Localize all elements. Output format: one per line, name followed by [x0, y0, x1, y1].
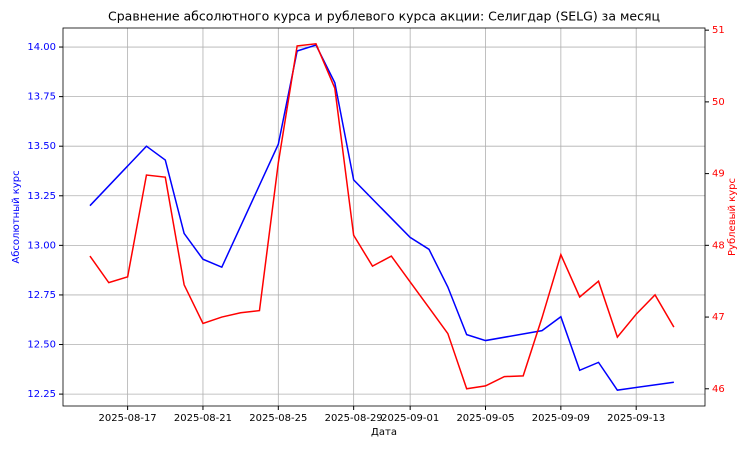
x-tick-label: 2025-09-09 [532, 413, 590, 424]
x-tick-label: 2025-08-29 [325, 413, 383, 424]
y-axis-label: Абсолютный курс [11, 170, 22, 263]
y2-tick-label: 50 [712, 97, 725, 108]
y2-tick-label: 51 [712, 25, 725, 36]
line-series [89, 44, 674, 391]
y-tick-label: 12.75 [27, 290, 56, 301]
chart-title: Сравнение абсолютного курса и рублевого … [108, 9, 660, 24]
y-tick-label: 13.75 [27, 92, 56, 103]
y-tick-label: 12.50 [27, 340, 56, 351]
y2-tick-label: 47 [712, 312, 725, 323]
y-tick-label: 12.25 [27, 389, 56, 400]
y-tick-label: 13.00 [27, 240, 56, 251]
x-axis-label: Дата [371, 427, 397, 438]
y2-axis-label: Рублевый курс [727, 178, 738, 256]
y-tick-label: 13.25 [27, 191, 56, 202]
line-series [89, 42, 675, 390]
y-tick-label: 13.50 [27, 141, 56, 152]
x-tick-label: 2025-08-17 [99, 413, 157, 424]
y2-tick-label: 48 [712, 240, 725, 251]
x-tick-label: 2025-08-21 [174, 413, 232, 424]
x-tick-label: 2025-09-05 [456, 413, 514, 424]
plot-frame [62, 27, 706, 407]
y-tick-label: 14.00 [27, 42, 56, 53]
y2-tick-label: 46 [712, 384, 725, 395]
x-tick-label: 2025-08-25 [249, 413, 307, 424]
x-tick-label: 2025-09-01 [381, 413, 439, 424]
y2-tick-label: 49 [712, 169, 725, 180]
x-tick-label: 2025-09-13 [607, 413, 665, 424]
